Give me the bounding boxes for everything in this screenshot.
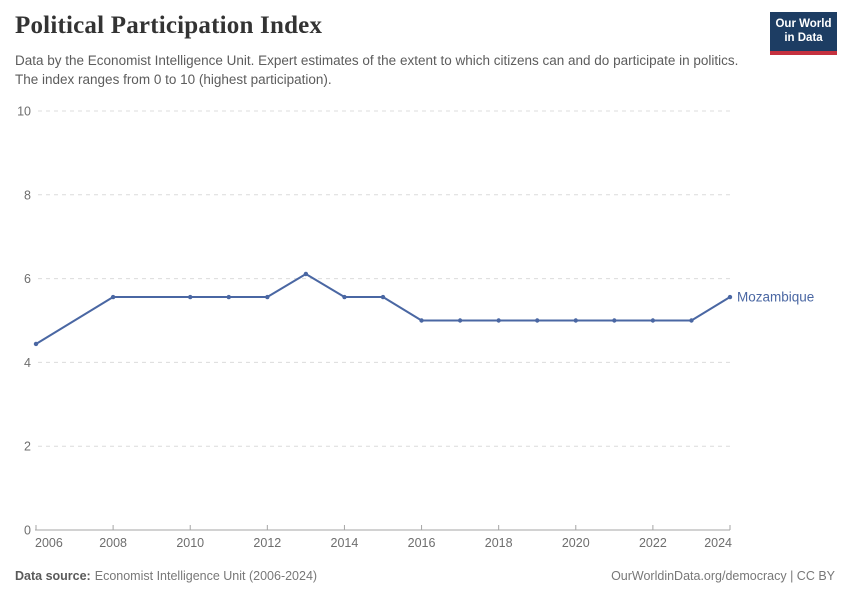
x-axis-label: 2014 [331, 536, 359, 550]
x-axis-label: 2008 [99, 536, 127, 550]
data-source-value: Economist Intelligence Unit (2006-2024) [94, 569, 318, 583]
data-point[interactable] [457, 318, 463, 323]
data-point[interactable] [727, 294, 733, 300]
owid-logo-line2: in Data [784, 32, 823, 44]
y-axis-label: 6 [24, 272, 31, 286]
series-mozambique[interactable]: Mozambique [33, 271, 814, 347]
data-point[interactable] [612, 318, 617, 323]
series-line[interactable] [35, 272, 731, 345]
data-source-label: Data source: [15, 569, 91, 583]
page-title: Political Participation Index [15, 12, 323, 39]
x-axis-label: 2016 [408, 536, 436, 550]
data-point[interactable] [33, 341, 39, 347]
data-point[interactable] [689, 318, 694, 323]
series-label[interactable]: Mozambique [737, 290, 814, 305]
x-axis-label: 2012 [253, 536, 281, 550]
data-point[interactable] [188, 294, 193, 300]
y-axis-label: 2 [24, 440, 31, 454]
x-axis-label: 2020 [562, 536, 590, 550]
x-axis-label: 2024 [704, 536, 732, 550]
x-axis-label: 2022 [639, 536, 667, 550]
data-point[interactable] [650, 318, 656, 323]
x-axis-label: 2006 [35, 536, 63, 550]
owid-logo-line1: Our World [775, 18, 832, 30]
data-point[interactable] [573, 318, 578, 323]
data-source: Data source: Economist Intelligence Unit … [15, 569, 317, 583]
x-axis-label: 2018 [485, 536, 513, 550]
data-point[interactable] [110, 294, 116, 300]
data-point[interactable] [303, 271, 309, 277]
data-point[interactable] [496, 318, 501, 323]
owid-logo: Our World in Data [770, 12, 837, 55]
data-point[interactable] [535, 318, 540, 323]
y-axis-label: 4 [24, 356, 31, 370]
data-point[interactable] [265, 294, 270, 300]
x-axis-label: 2010 [176, 536, 204, 550]
data-point[interactable] [226, 294, 231, 300]
y-axis-label: 0 [24, 524, 31, 538]
chart-subtitle: Data by the Economist Intelligence Unit.… [15, 53, 739, 87]
data-point[interactable] [342, 294, 347, 300]
y-axis-label: 8 [24, 188, 31, 202]
data-point[interactable] [419, 318, 424, 323]
data-point[interactable] [380, 294, 386, 300]
y-axis-label: 10 [17, 105, 31, 119]
license-note: OurWorldinData.org/democracy | CC BY [611, 569, 835, 583]
